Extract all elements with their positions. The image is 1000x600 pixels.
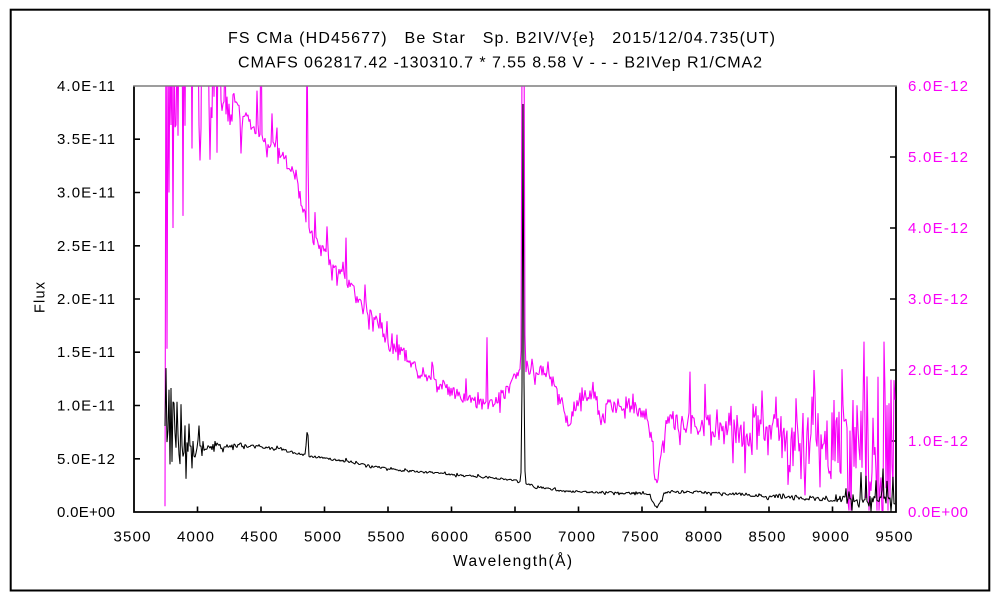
svg-text:4.0E-11: 4.0E-11 <box>57 78 115 95</box>
svg-text:CMAFS 062817.42 -130310.7 * 7.: CMAFS 062817.42 -130310.7 * 7.55 8.58 V … <box>238 54 762 71</box>
svg-text:5.0E-12: 5.0E-12 <box>908 149 968 166</box>
svg-text:2.0E-12: 2.0E-12 <box>908 362 968 379</box>
svg-text:4.0E-12: 4.0E-12 <box>908 220 968 237</box>
svg-text:8500: 8500 <box>749 529 786 546</box>
svg-text:9500: 9500 <box>876 529 913 546</box>
svg-text:7000: 7000 <box>558 529 595 546</box>
svg-text:1.5E-11: 1.5E-11 <box>57 344 115 361</box>
svg-text:2.5E-11: 2.5E-11 <box>57 238 115 255</box>
svg-text:3.5E-11: 3.5E-11 <box>57 131 115 148</box>
svg-text:6000: 6000 <box>431 529 468 546</box>
svg-text:9000: 9000 <box>812 529 849 546</box>
svg-text:FS CMa (HD45677) Be Star S: FS CMa (HD45677) Be Star Sp. B2IV/V{e} 2… <box>228 30 775 47</box>
svg-text:3.0E-12: 3.0E-12 <box>908 291 968 308</box>
svg-text:2.0E-11: 2.0E-11 <box>57 291 115 308</box>
svg-text:7500: 7500 <box>622 529 659 546</box>
svg-text:3.0E-11: 3.0E-11 <box>57 185 115 202</box>
svg-text:1.0E-11: 1.0E-11 <box>57 398 115 415</box>
svg-text:Wavelength(Å): Wavelength(Å) <box>453 553 572 570</box>
svg-text:5000: 5000 <box>304 529 341 546</box>
svg-text:0.0E+00: 0.0E+00 <box>908 504 968 521</box>
svg-text:0.0E+00: 0.0E+00 <box>57 504 115 521</box>
svg-text:Flux: Flux <box>33 281 49 313</box>
svg-text:5.0E-12: 5.0E-12 <box>57 451 115 468</box>
svg-text:5500: 5500 <box>368 529 405 546</box>
svg-text:1.0E-12: 1.0E-12 <box>908 433 968 450</box>
svg-text:6500: 6500 <box>495 529 532 546</box>
svg-text:4500: 4500 <box>241 529 278 546</box>
svg-text:3500: 3500 <box>114 529 151 546</box>
svg-text:6.0E-12: 6.0E-12 <box>908 78 968 95</box>
svg-text:8000: 8000 <box>685 529 722 546</box>
svg-text:4000: 4000 <box>177 529 214 546</box>
